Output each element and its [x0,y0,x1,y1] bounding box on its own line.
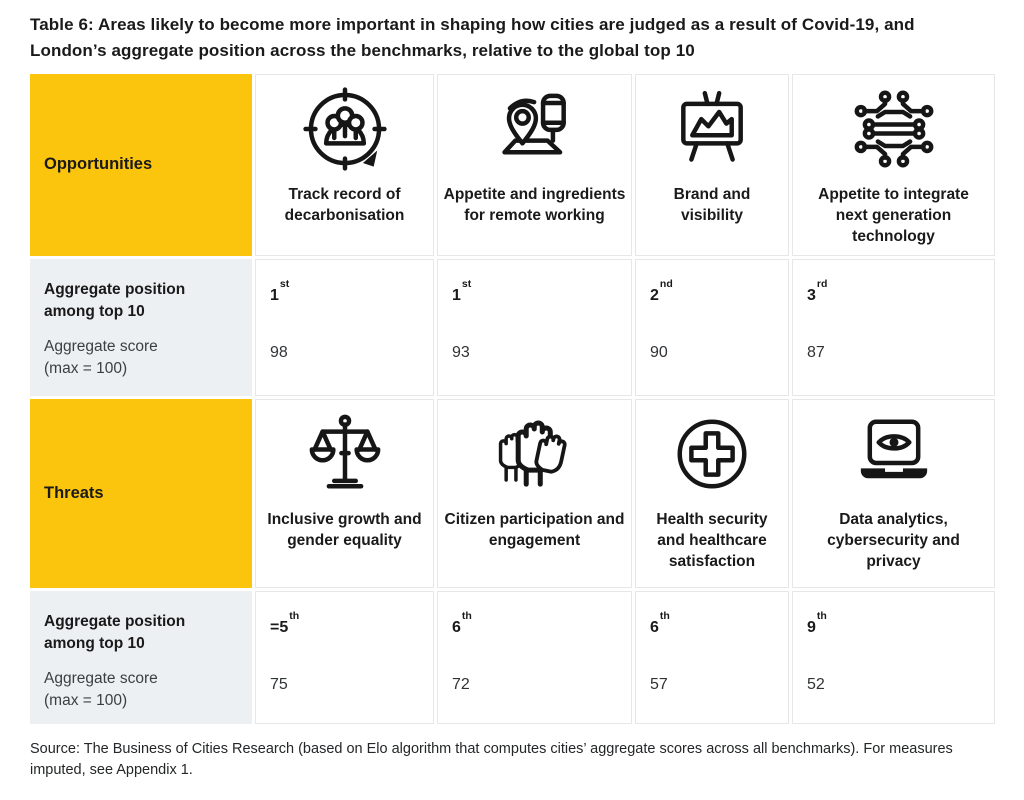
aggregate-score: 75 [270,675,288,693]
table-title: Table 6: Areas likely to become more imp… [30,12,995,64]
table-title-line2: London’s aggregate position across the b… [30,40,695,60]
threat-cell-citizen-participation: Citizen participation and engagement [437,398,632,588]
report-page: Table 6: Areas likely to become more imp… [30,12,998,783]
aggregate-score: 87 [807,343,825,361]
aggregate-position: 1st [270,278,290,304]
opportunity-cell-decarbonisation: Track record of decarbonisation [255,73,434,256]
threat-label: Health security and healthcare satisfact… [656,510,768,571]
data-analytics-icon [851,411,937,502]
threat-label: Inclusive growth and gender equality [267,510,422,550]
threat-cell-inclusive-growth: Inclusive growth and gender equality [255,398,434,588]
aggregate-score: 98 [270,343,288,361]
aggregate-score: 52 [807,675,825,693]
opportunity-label: Brand and visibility [673,185,751,225]
threat-value-cell: 9th 52 [792,590,995,724]
brand-visibility-icon [669,86,755,177]
aggregate-position: 2nd [650,278,673,304]
opportunity-label: Appetite and ingredients for remote work… [443,185,626,225]
threat-label: Citizen participation and engagement [444,510,625,550]
threat-cell-health-security: Health security and healthcare satisfact… [635,398,789,588]
aggregate-score: 57 [650,675,668,693]
threat-value-cell: 6th 57 [635,590,789,724]
opportunity-cell-remote-working: Appetite and ingredients for remote work… [437,73,632,256]
source-note-line2: measures imputed, see Appendix 1. [30,740,953,779]
source-note: Source: The Business of Cities Research … [30,739,995,783]
threat-cell-data-analytics: Data analytics, cybersecurity and privac… [792,398,995,588]
aggregate-position: 1st [452,278,472,304]
health-security-icon [669,411,755,502]
aggregate-position: =5th [270,610,300,636]
aggregate-score: 72 [452,675,470,693]
opportunity-value-cell: 2nd 90 [635,258,789,396]
next-generation-technology-icon [851,86,937,177]
source-note-line1: Source: The Business of Cities Research … [30,740,886,757]
score-row-label: Aggregate score (max = 100) [44,337,158,377]
aggregate-position: 6th [650,610,670,636]
opportunities-band-cell: Opportunities [30,73,252,256]
aggregate-position: 3rd [807,278,828,304]
opportunity-value-cell: 1st 98 [255,258,434,396]
position-row-label: Aggregate position among top 10 [44,612,186,652]
opportunities-metric-label-cell: Aggregate position among top 10 Aggregat… [30,258,252,396]
opportunity-value-cell: 3rd 87 [792,258,995,396]
table-title-line1: Table 6: Areas likely to become more imp… [30,15,915,34]
threat-value-cell: =5th 75 [255,590,434,724]
opportunity-label: Track record of decarbonisation [284,185,405,225]
aggregate-position: 9th [807,610,827,636]
opportunity-cell-next-gen-technology: Appetite to integrate next generation te… [792,73,995,256]
threat-label: Data analytics, cybersecurity and privac… [827,510,960,571]
threats-band-cell: Threats [30,398,252,588]
benchmark-table: Opportunities [30,73,998,724]
remote-working-icon [492,86,578,177]
aggregate-position: 6th [452,610,472,636]
opportunity-cell-brand-visibility: Brand and visibility [635,73,789,256]
opportunity-value-cell: 1st 93 [437,258,632,396]
aggregate-score: 93 [452,343,470,361]
opportunity-label: Appetite to integrate next generation te… [818,185,969,246]
threat-value-cell: 6th 72 [437,590,632,724]
decarbonisation-icon [302,86,388,177]
score-row-label: Aggregate score (max = 100) [44,669,158,709]
citizen-participation-icon [492,411,578,502]
inclusive-growth-icon [302,411,388,502]
threats-band-label: Threats [44,483,104,502]
aggregate-score: 90 [650,343,668,361]
opportunities-band-label: Opportunities [44,155,153,174]
position-row-label: Aggregate position among top 10 [44,280,186,320]
threats-metric-label-cell: Aggregate position among top 10 Aggregat… [30,590,252,724]
